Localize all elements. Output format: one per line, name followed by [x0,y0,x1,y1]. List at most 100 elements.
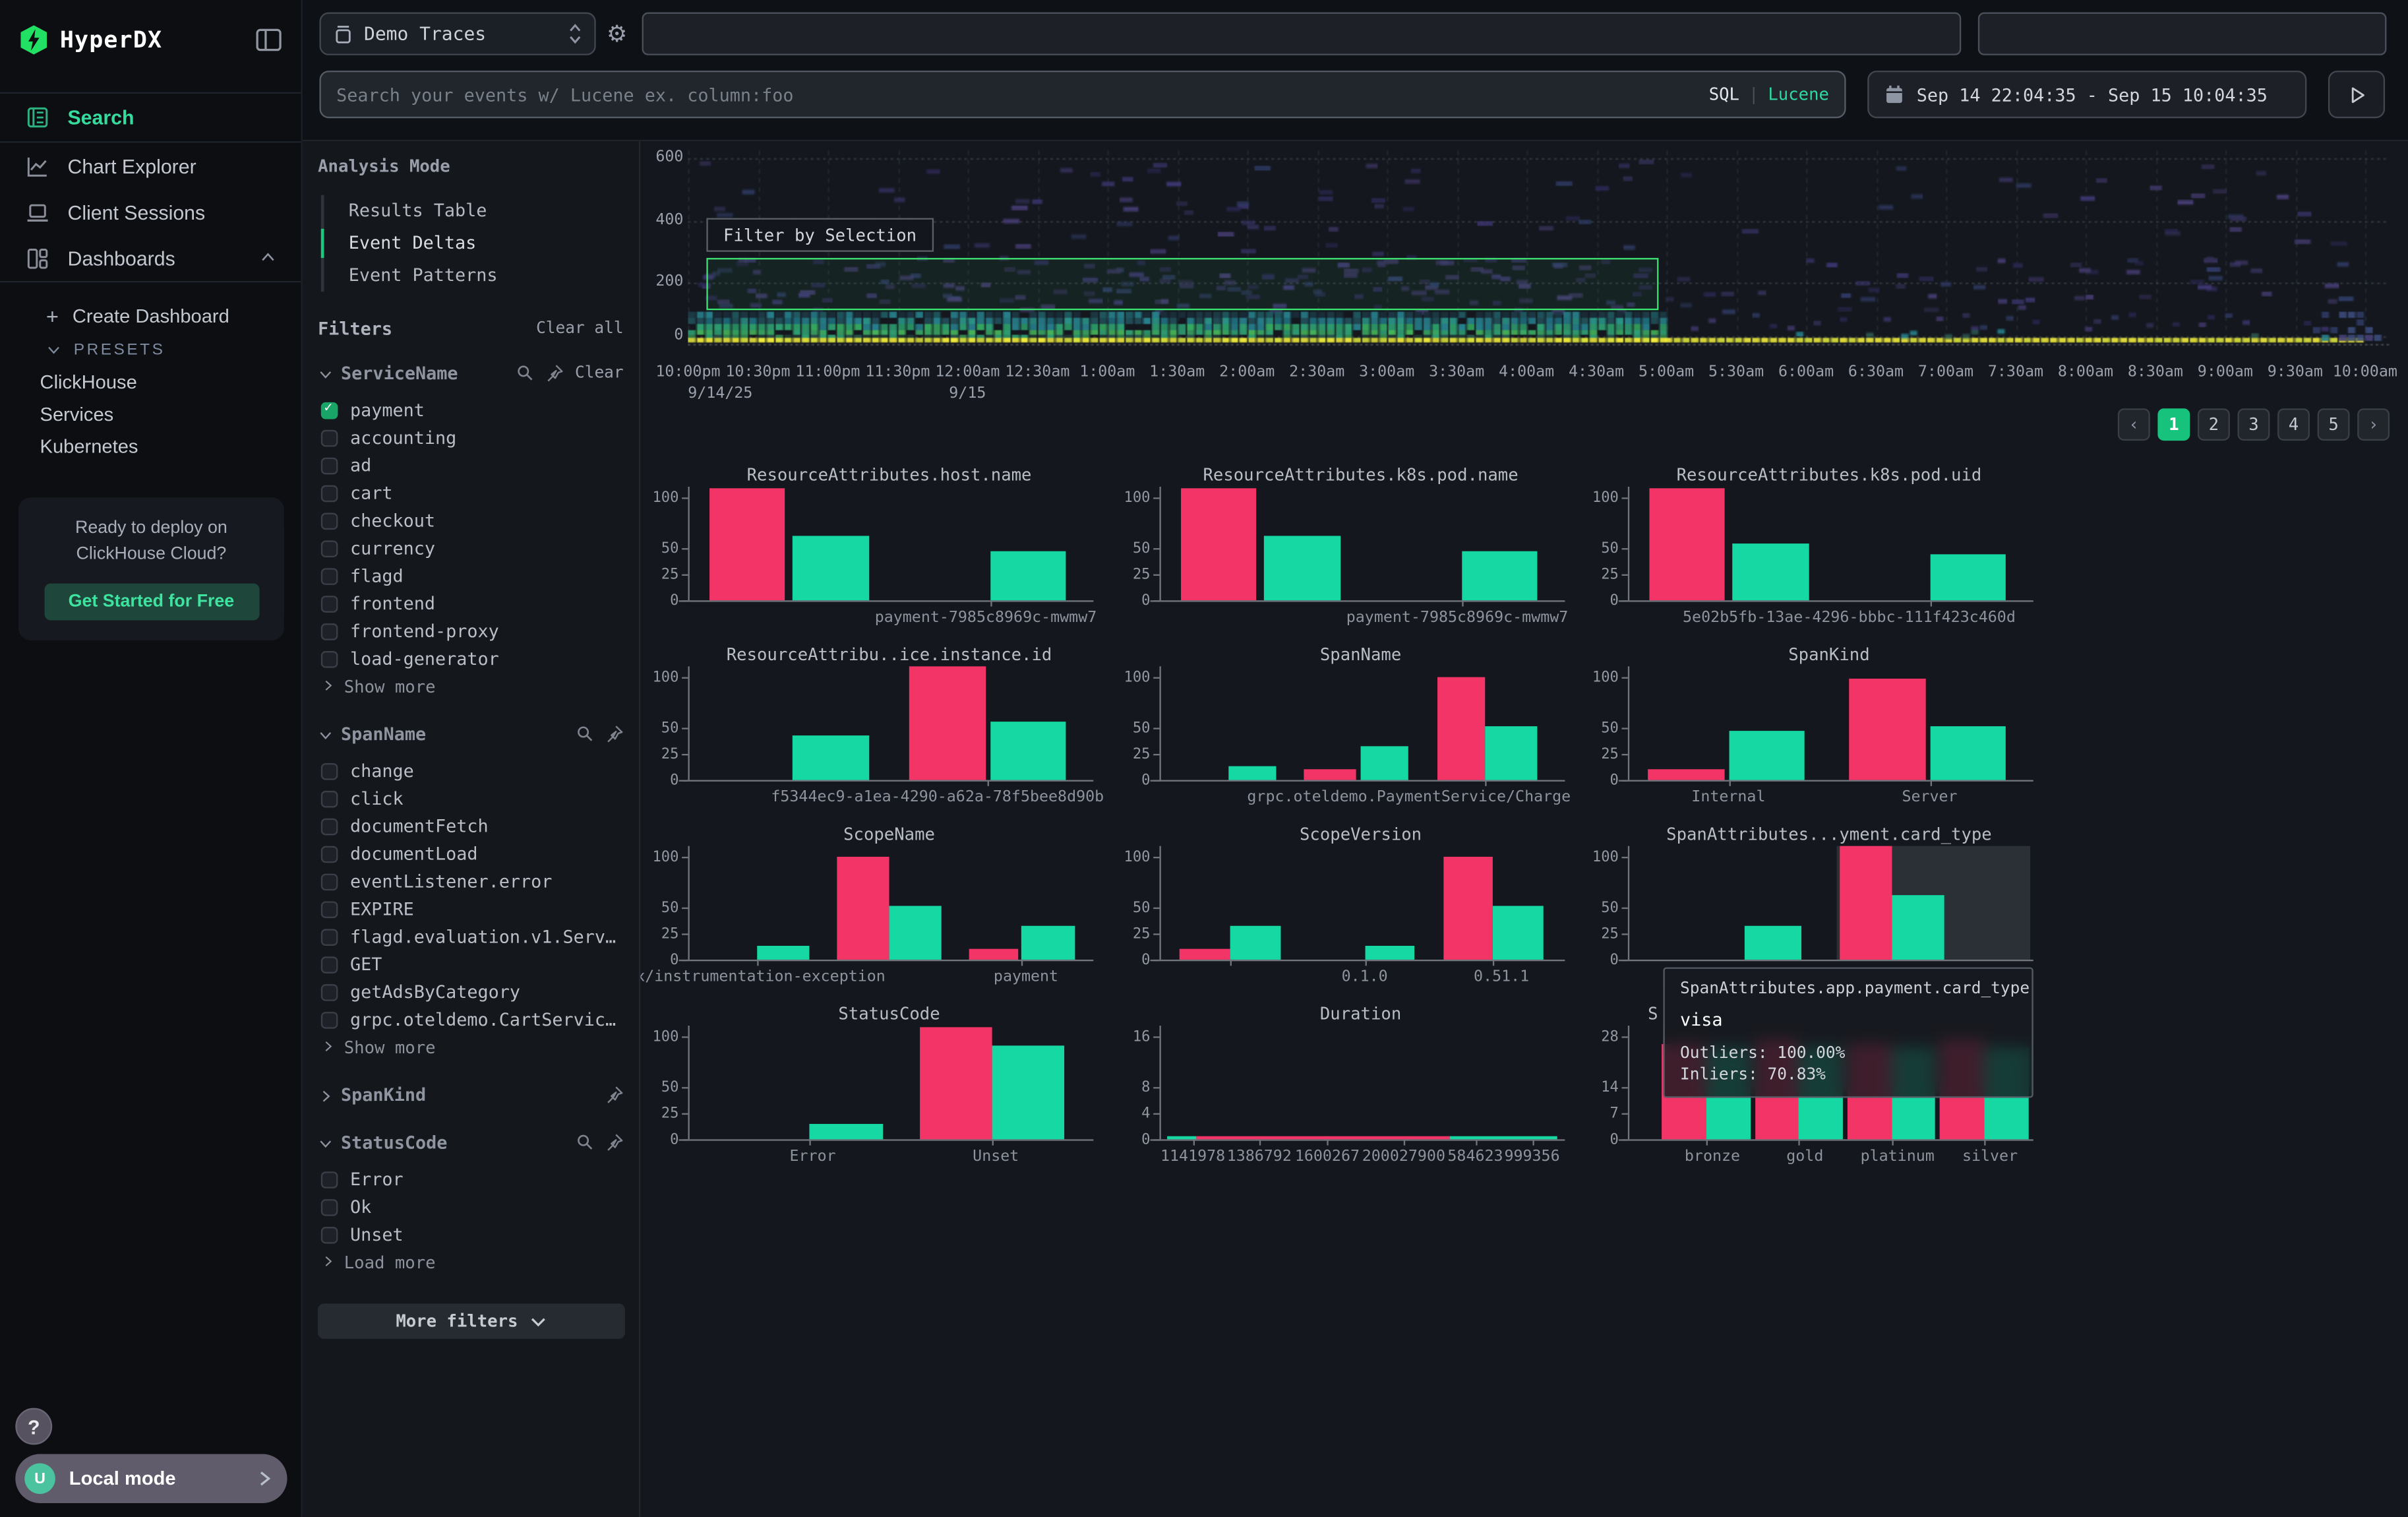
filter-option-frontend[interactable]: frontend [318,590,623,617]
filter-option-grpc-oteldemo-cartservic-[interactable]: grpc.oteldemo.CartServic… [318,1006,623,1034]
checkbox[interactable] [321,956,338,973]
checkbox[interactable] [321,1011,338,1028]
inlier-bar[interactable] [1930,554,2006,600]
page-button-2[interactable]: 2 [2198,408,2230,441]
mini-chart-resource-k8s-pod-uid[interactable]: ResourceAttributes.k8s.pod.uid100502505e… [1573,465,2030,631]
inlier-bar[interactable] [1264,536,1340,601]
checkbox[interactable] [321,650,338,667]
checkbox[interactable] [321,873,338,890]
checkbox[interactable] [321,846,338,863]
outlier-bar[interactable] [1195,1136,1449,1139]
inlier-bar[interactable] [1168,1136,1196,1139]
checkbox[interactable] [321,484,338,501]
sidebar-item-client-sessions[interactable]: Client Sessions [0,189,301,235]
filter-option-currency[interactable]: currency [318,534,623,562]
filter-option-documentload[interactable]: documentLoad [318,840,623,867]
checkbox[interactable] [321,1198,338,1216]
outlier-bar[interactable] [1443,856,1493,960]
inlier-bar[interactable] [756,945,808,960]
filter-by-selection-button[interactable]: Filter by Selection [706,218,933,252]
analysis-mode-event-deltas[interactable]: Event Deltas [324,228,623,260]
outlier-bar[interactable] [1304,770,1356,780]
sidebar-item-dashboards[interactable]: Dashboards [0,235,301,281]
inlier-bar[interactable] [1892,896,1944,960]
mini-chart-status-code[interactable]: StatusCode10050250ErrorUnset [633,1004,1091,1169]
checkbox[interactable] [321,595,338,612]
outlier-bar[interactable] [1180,949,1230,960]
inlier-bar[interactable] [1361,746,1409,780]
heatmap-selection-box[interactable] [706,258,1658,310]
create-dashboard-button[interactable]: +Create Dashboard [0,298,301,334]
filter-option-frontend-proxy[interactable]: frontend-proxy [318,617,623,645]
outlier-bar[interactable] [1650,489,1724,600]
date-range-picker[interactable]: Sep 14 22:04:35 - Sep 15 10:04:35 [1867,71,2306,118]
search-icon[interactable] [516,359,535,388]
page-button-4[interactable]: 4 [2277,408,2310,441]
mini-chart-span-name[interactable]: SpanName10050250grpc.oteldemo.PaymentSer… [1104,645,1562,811]
show-more-button[interactable]: Show more [318,673,623,700]
outlier-bar[interactable] [970,949,1018,960]
mini-chart-resource-service-instance-id[interactable]: ResourceAttribu..ice.instance.id10050250… [633,645,1091,811]
mini-chart-duration[interactable]: Duration16840114197813867921600267200027… [1104,1004,1562,1169]
filter-option-eventlistener-error[interactable]: eventListener.error [318,867,623,895]
filter-group-servicename[interactable]: ServiceNameClear [318,359,623,387]
outlier-bar[interactable] [837,856,889,960]
preset-item-kubernetes[interactable]: Kubernetes [0,430,301,462]
inlier-bar[interactable] [990,552,1066,601]
mini-chart-scope-name[interactable]: ScopeName10050250@hyperdx/instrumentatio… [633,824,1091,990]
preset-item-services[interactable]: Services [0,398,301,430]
inlier-bar[interactable] [1728,730,1805,780]
account-menu[interactable]: U Local mode [15,1454,287,1503]
prev-page-button[interactable]: ‹ [2118,408,2150,441]
mode-lucene-toggle[interactable]: Lucene [1768,84,1829,104]
filter-option-ad[interactable]: ad [318,451,623,479]
checkbox[interactable] [321,983,338,1001]
search-input[interactable] [336,84,1700,106]
get-started-button[interactable]: Get Started for Free [44,584,258,621]
search-icon[interactable] [576,1128,594,1157]
sidebar-item-chart-explorer[interactable]: Chart Explorer [0,142,301,189]
presets-toggle[interactable]: PRESETS [0,333,301,365]
checkbox[interactable] [321,1171,338,1188]
filter-option-checkout[interactable]: checkout [318,507,623,534]
filter-option-get[interactable]: GET [318,950,623,978]
checkbox[interactable] [321,457,338,474]
inlier-bar[interactable] [1930,726,2006,780]
filter-option-ok[interactable]: Ok [318,1193,623,1221]
preset-item-clickhouse[interactable]: ClickHouse [0,365,301,398]
outlier-bar[interactable] [1648,770,1724,780]
outlier-bar[interactable] [919,1028,992,1139]
filter-option-flagd[interactable]: flagd [318,562,623,590]
filter-option-change[interactable]: change [318,757,623,785]
pin-icon[interactable] [605,1080,624,1109]
page-button-1[interactable]: 1 [2157,408,2190,441]
inlier-bar[interactable] [889,906,942,960]
filter-group-spanname[interactable]: SpanName [318,720,623,748]
more-filters-button[interactable]: More filters [318,1303,625,1339]
filter-option-documentfetch[interactable]: documentFetch [318,812,623,840]
filter-group-spankind[interactable]: SpanKind [318,1081,623,1109]
checkbox[interactable] [321,762,338,780]
filter-option-error[interactable]: Error [318,1165,623,1193]
outlier-bar[interactable] [909,666,986,780]
checkbox[interactable] [321,402,338,419]
pin-icon[interactable] [546,359,564,388]
inlier-bar[interactable] [1230,925,1280,960]
show-more-button[interactable]: Show more [318,1034,623,1061]
outlier-bar[interactable] [1437,677,1485,780]
source-select[interactable]: Demo Traces [319,13,595,55]
inlier-bar[interactable] [1486,726,1538,780]
inlier-bar[interactable] [992,1046,1064,1139]
checkbox[interactable] [321,540,338,557]
outlier-bar[interactable] [710,489,785,600]
filter-option-unset[interactable]: Unset [318,1221,623,1249]
pin-icon[interactable] [605,720,624,749]
sidebar-item-search[interactable]: Search [0,92,301,143]
mini-chart-resource-host-name[interactable]: ResourceAttributes.host.name10050250paym… [633,465,1091,631]
outlier-bar[interactable] [1849,679,1925,780]
inlier-bar[interactable] [1745,925,1801,960]
inlier-bar[interactable] [1449,1136,1558,1139]
inlier-bar[interactable] [1461,552,1538,601]
inlier-bar[interactable] [793,735,869,780]
inlier-bar[interactable] [990,721,1066,780]
